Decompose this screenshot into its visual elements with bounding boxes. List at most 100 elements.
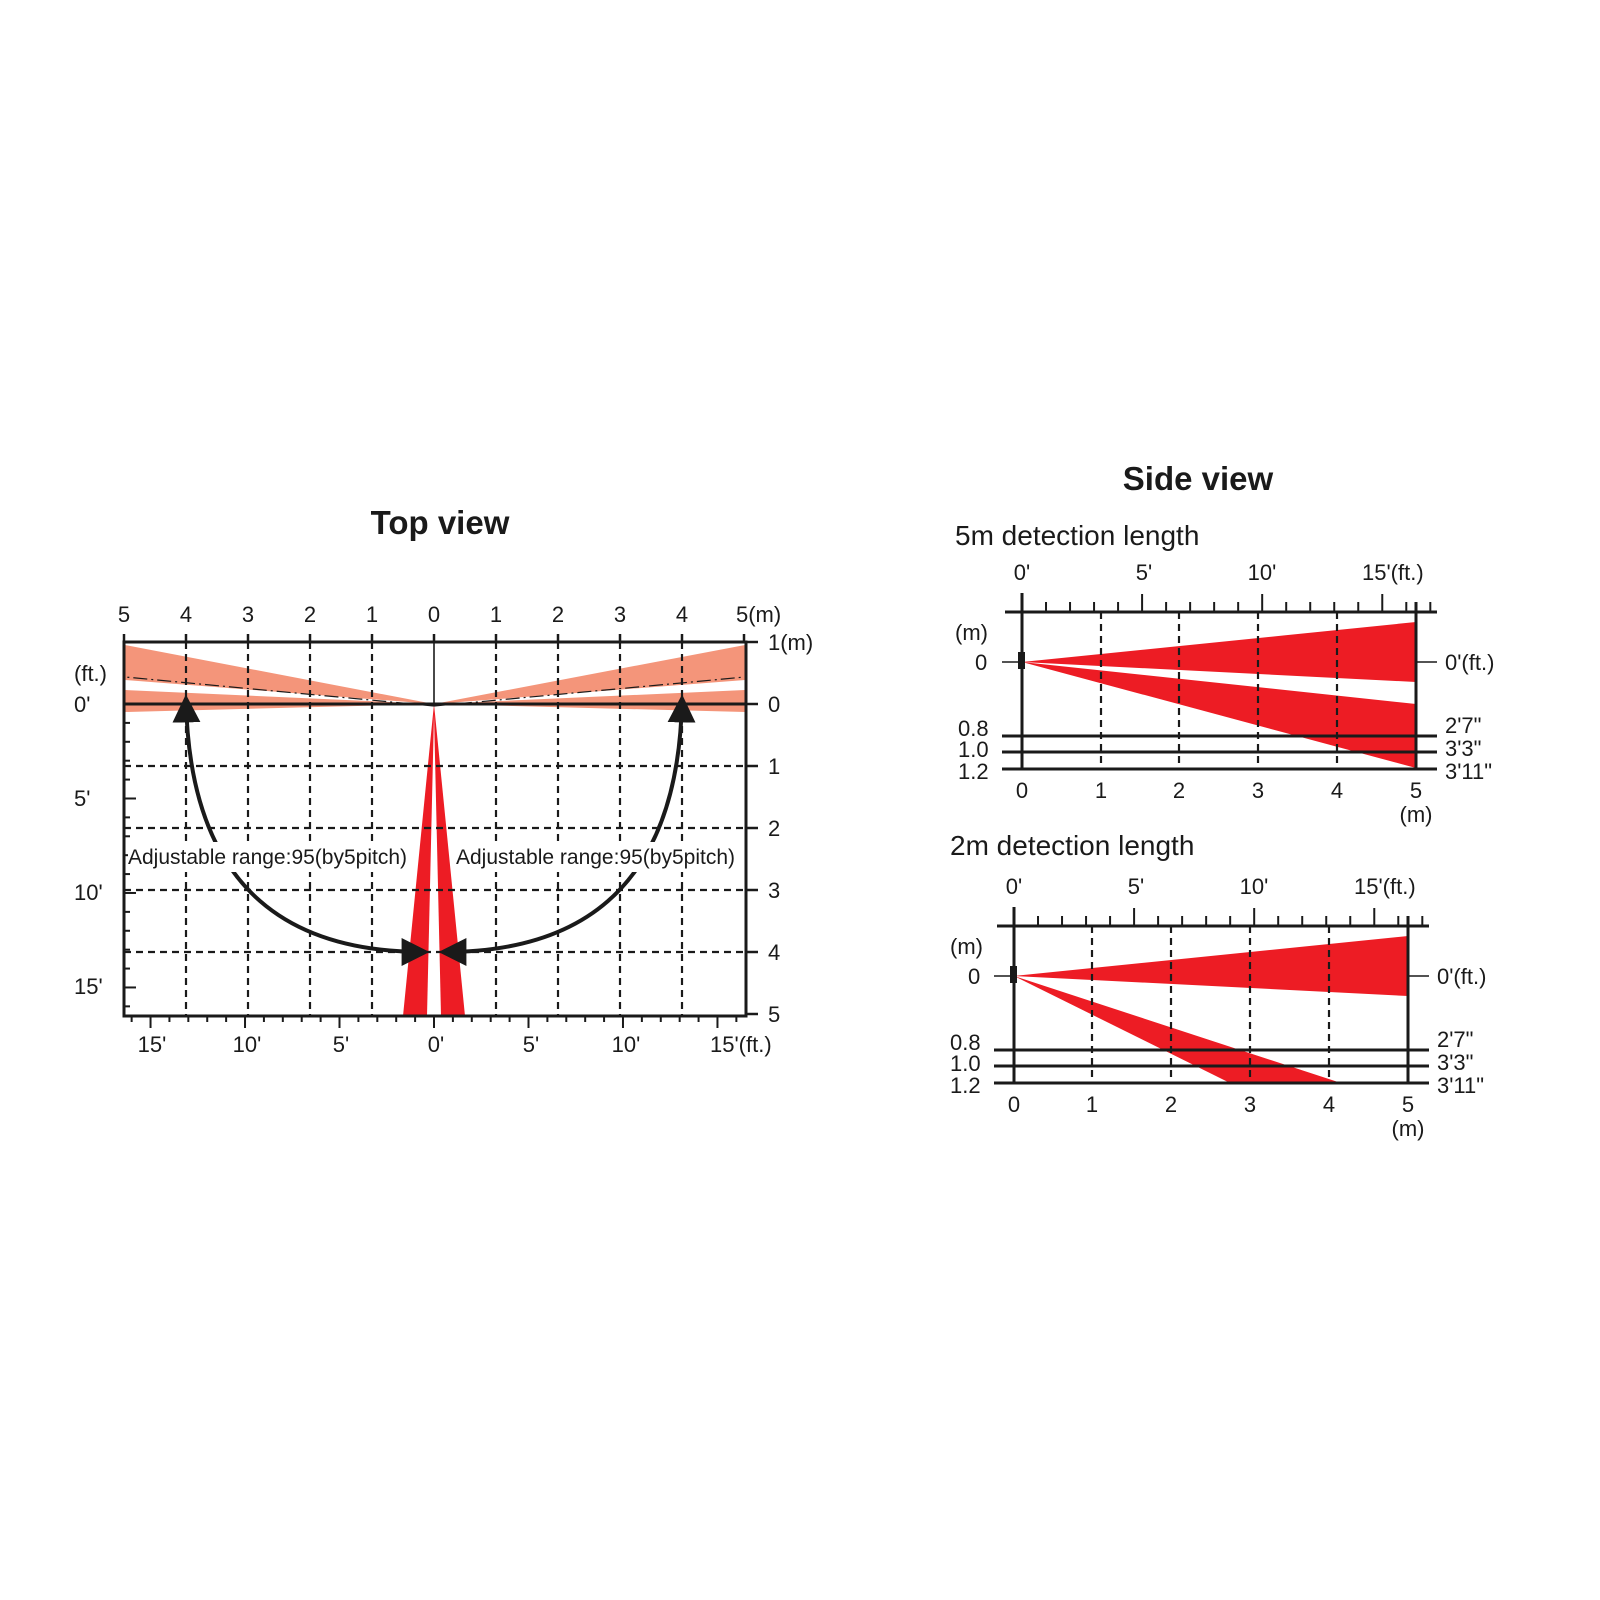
bottom-label: 4 xyxy=(1331,778,1343,803)
adjustment-arcs: Adjustable range:95(by5pitch) Adjustable… xyxy=(128,694,738,966)
m-right-label: 0 xyxy=(768,692,780,717)
left-lower-beam xyxy=(125,690,434,712)
m-right-label: 2 xyxy=(768,816,780,841)
ft-top-label: 15'(ft.) xyxy=(1354,874,1416,899)
ft-left-label: 15' xyxy=(74,974,103,999)
ft-left-label: 10' xyxy=(74,880,103,905)
top-view: Top view xyxy=(74,504,813,1057)
adjust-note-left: Adjustable range:95(by5pitch) xyxy=(128,846,407,869)
right-label: 0'(ft.) xyxy=(1445,650,1494,675)
left-label: 0.8 xyxy=(958,716,989,741)
sensor-icon xyxy=(1018,652,1025,669)
ft-left-unit: (ft.) xyxy=(74,661,107,686)
left-label: 0.8 xyxy=(950,1030,981,1055)
top-view-m-right-labels: 1(m) 0 1 2 3 4 5 xyxy=(768,630,813,1027)
ft-bottom-label: 5' xyxy=(523,1032,539,1057)
ft-bottom-label: 5' xyxy=(333,1032,349,1057)
bottom-label: 0 xyxy=(1008,1092,1020,1117)
m-top-label: 0 xyxy=(428,602,440,627)
m-top-label: 4 xyxy=(676,602,688,627)
right-label: 3'11" xyxy=(1437,1073,1484,1098)
m-top-label: 3 xyxy=(614,602,626,627)
m-right-label: 1 xyxy=(768,754,780,779)
m-unit-left: (m) xyxy=(955,620,988,645)
right-lower-beam xyxy=(434,690,745,712)
left-label: 1.2 xyxy=(958,759,989,784)
side-view: Side view 5m detection length 0' 5' 10' … xyxy=(950,460,1494,1141)
m-top-label: 2 xyxy=(552,602,564,627)
top-view-ft-left-labels: (ft.) 0' 5' 10' 15' xyxy=(74,661,107,999)
m-top-label: 5 xyxy=(118,602,130,627)
upper-beam xyxy=(1022,622,1416,682)
side-panel-2m: 2m detection length 0' 5' 10' 15'(ft.) (… xyxy=(950,830,1486,1141)
ft-bottom-label: 15'(ft.) xyxy=(710,1032,772,1057)
m-right-label: 4 xyxy=(768,940,780,965)
adjust-note-right: Adjustable range:95(by5pitch) xyxy=(456,846,735,869)
left-adjust-arc xyxy=(172,694,430,966)
left-label: 1.0 xyxy=(950,1051,981,1076)
bottom-label: 5 xyxy=(1402,1092,1414,1117)
bottom-label: 0 xyxy=(1016,778,1028,803)
top-view-ft-bottom-labels: 15' 10' 5' 0' 5' 10' 15'(ft.) xyxy=(138,1032,772,1057)
right-label: 2'7" xyxy=(1437,1027,1473,1052)
m-right-label: 5 xyxy=(768,1002,780,1027)
bottom-label: 4 xyxy=(1323,1092,1335,1117)
ft-bottom-label: 0' xyxy=(428,1032,444,1057)
ft-top-label: 15'(ft.) xyxy=(1362,560,1424,585)
right-adjust-arc xyxy=(438,694,696,966)
m-top-label: 3 xyxy=(242,602,254,627)
top-ft-ticks xyxy=(1021,594,1432,612)
lower-beam xyxy=(1014,976,1338,1082)
ft-bottom-label: 15' xyxy=(138,1032,167,1057)
right-label: 3'11" xyxy=(1445,759,1492,784)
bottom-label: 2 xyxy=(1173,778,1185,803)
side-view-title: Side view xyxy=(1123,460,1274,497)
m-top-label: 5(m) xyxy=(736,602,781,627)
upper-beam xyxy=(1014,936,1408,996)
sensor-icon xyxy=(1010,966,1017,983)
right-label: 3'3" xyxy=(1437,1050,1473,1075)
right-upper-beam xyxy=(434,645,745,704)
ft-left-label: 5' xyxy=(74,786,90,811)
m-right-label: 1(m) xyxy=(768,630,813,655)
m-top-label: 2 xyxy=(304,602,316,627)
panel-subtitle: 2m detection length xyxy=(950,830,1194,861)
ft-top-label: 0' xyxy=(1014,560,1030,585)
left-upper-beam xyxy=(125,645,434,704)
m-top-label: 4 xyxy=(180,602,192,627)
side-panel-5m: 5m detection length 0' 5' 10' 15'(ft.) (… xyxy=(955,520,1494,827)
bottom-label: 3 xyxy=(1244,1092,1256,1117)
bottom-unit: (m) xyxy=(1400,802,1433,827)
top-view-ticks xyxy=(122,634,758,1028)
m-top-label: 1 xyxy=(366,602,378,627)
top-view-beams xyxy=(124,645,746,1016)
ft-bottom-label: 10' xyxy=(612,1032,641,1057)
bottom-label: 2 xyxy=(1165,1092,1177,1117)
ft-top-label: 5' xyxy=(1136,560,1152,585)
right-label: 3'3" xyxy=(1445,736,1481,761)
ft-top-label: 5' xyxy=(1128,874,1144,899)
top-ft-ticks xyxy=(1013,908,1424,926)
ft-bottom-label: 10' xyxy=(233,1032,262,1057)
top-view-m-top-labels: 5 4 3 2 1 0 1 2 3 4 5(m) xyxy=(118,602,781,627)
m-unit-left: (m) xyxy=(950,934,983,959)
ft-top-label: 10' xyxy=(1248,560,1277,585)
left-label: 1.2 xyxy=(950,1073,981,1098)
lower-beam xyxy=(1022,662,1416,768)
top-view-title: Top view xyxy=(371,504,510,541)
bottom-unit: (m) xyxy=(1392,1116,1425,1141)
bottom-label: 1 xyxy=(1086,1092,1098,1117)
ft-left-label: 0' xyxy=(74,692,90,717)
bottom-label: 3 xyxy=(1252,778,1264,803)
left-label: 0 xyxy=(968,964,980,989)
ft-top-label: 10' xyxy=(1240,874,1269,899)
bottom-label: 1 xyxy=(1095,778,1107,803)
left-label: 1.0 xyxy=(958,737,989,762)
left-label: 0 xyxy=(975,650,987,675)
center-beam-gap xyxy=(427,714,441,1016)
m-right-label: 3 xyxy=(768,878,780,903)
right-label: 2'7" xyxy=(1445,713,1481,738)
m-top-label: 1 xyxy=(490,602,502,627)
right-label: 0'(ft.) xyxy=(1437,964,1486,989)
